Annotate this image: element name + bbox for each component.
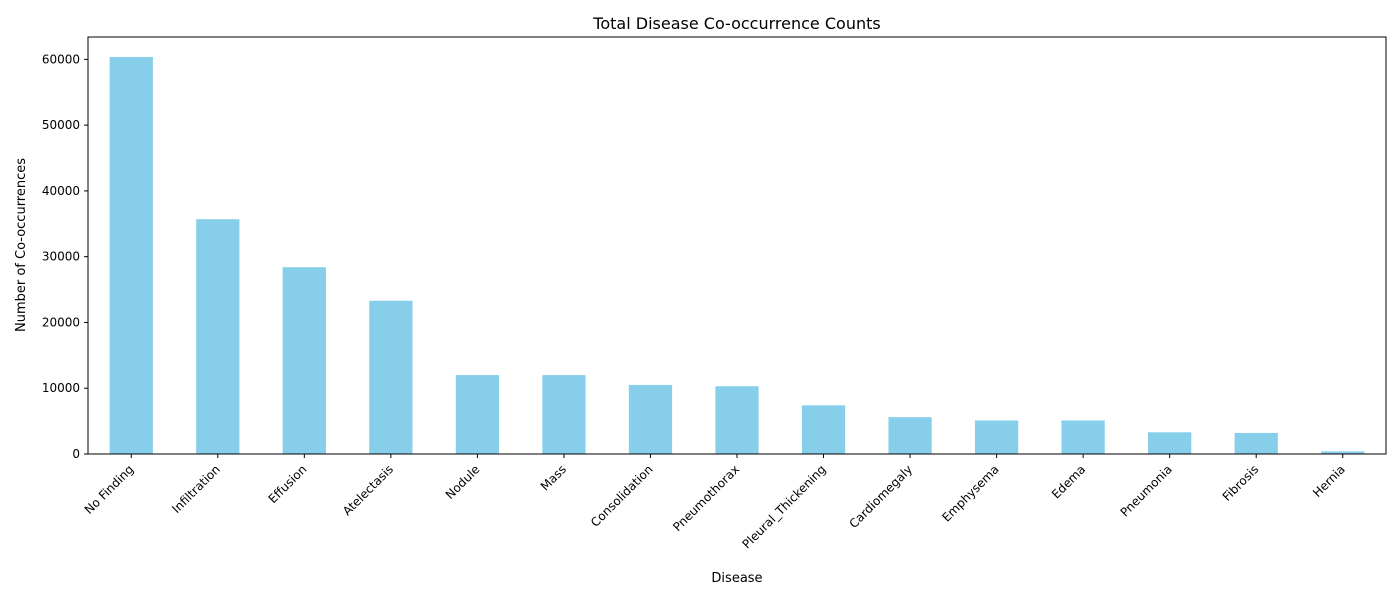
- bar: [1234, 432, 1278, 454]
- bars: [109, 56, 1365, 455]
- y-tick-label: 50000: [42, 118, 80, 132]
- x-tick-label: Pleural_Thickening: [739, 462, 828, 551]
- x-axis-label: Disease: [711, 571, 762, 586]
- x-tick-label: Infiltration: [169, 462, 223, 516]
- y-tick-label: 40000: [42, 184, 80, 198]
- x-tick-label: Cardiomegaly: [846, 462, 915, 531]
- y-axis-label: Number of Co-occurrences: [14, 158, 29, 332]
- x-tick-label: Hernia: [1310, 462, 1348, 500]
- bar: [1061, 420, 1105, 454]
- x-tick-label: Edema: [1049, 462, 1088, 501]
- bar: [628, 384, 673, 454]
- bar: [196, 219, 240, 454]
- y-tick-label: 60000: [42, 52, 80, 66]
- bar: [109, 56, 153, 455]
- x-tick-label: Fibrosis: [1220, 462, 1262, 504]
- x-tick-label: Atelectasis: [340, 462, 396, 518]
- bar: [369, 300, 413, 454]
- x-tick-label: Nodule: [443, 462, 483, 502]
- y-tick-label: 30000: [42, 250, 80, 264]
- bar: [542, 375, 586, 454]
- x-tick-label: Emphysema: [939, 462, 1001, 524]
- y-axis-ticks: 0 10000 20000 30000 40000 50000 60000: [42, 52, 88, 461]
- bar: [1321, 451, 1365, 454]
- x-axis-ticks: No Finding Infiltration Effusion Atelectasi…: [82, 454, 1348, 551]
- x-tick-label: Consolidation: [588, 462, 656, 530]
- bar: [801, 405, 846, 454]
- x-tick-label: No Finding: [82, 462, 137, 517]
- x-tick-label: Pneumonia: [1118, 462, 1175, 519]
- y-tick-label: 20000: [42, 315, 80, 329]
- bar: [888, 417, 932, 454]
- bar: [974, 420, 1019, 454]
- x-tick-label: Pneumothorax: [670, 462, 742, 534]
- bar: [282, 267, 326, 454]
- plot-frame: [87, 36, 1387, 455]
- bar: [455, 375, 500, 454]
- y-tick-label: 0: [72, 447, 80, 461]
- bar: [1148, 432, 1192, 454]
- bar: [715, 386, 759, 454]
- y-tick-label: 10000: [42, 381, 80, 395]
- x-tick-label: Effusion: [266, 462, 310, 506]
- chart-title: Total Disease Co-occurrence Counts: [592, 14, 880, 33]
- x-tick-label: Mass: [538, 462, 569, 493]
